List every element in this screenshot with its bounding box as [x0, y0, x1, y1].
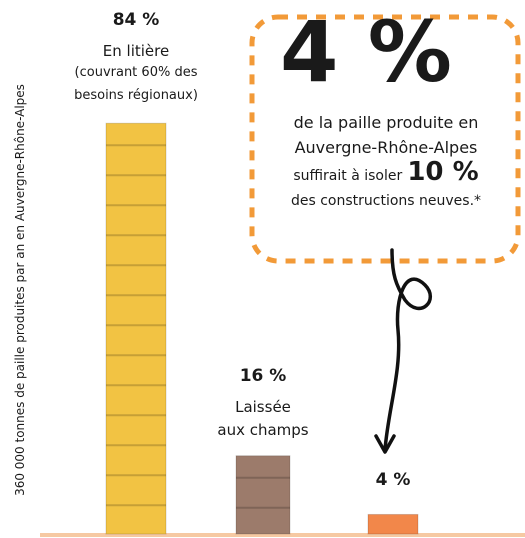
callout-highlight: 10 % [407, 157, 478, 187]
bar-description: besoins régionaux) [74, 88, 198, 103]
value-label: 4 % [376, 470, 411, 490]
bar-description: Laissée [235, 398, 291, 416]
infographic: 360 000 tonnes de paille produites par a… [0, 0, 525, 538]
bar [368, 514, 418, 534]
value-label: 16 % [240, 366, 287, 386]
callout-text: de la paille produite en Auvergne-Rhône-… [291, 110, 481, 214]
callout-line: de la paille produite en [291, 110, 481, 135]
callout-lead: suffirait à isoler [293, 168, 402, 184]
bar-description: En litière [103, 42, 169, 60]
callout-lead-row: suffirait à isoler 10 % [291, 160, 481, 189]
y-axis-label: 360 000 tonnes de paille produites par a… [13, 84, 27, 496]
callout-big: 4 % [280, 10, 452, 94]
callout-end: des constructions neuves.* [291, 189, 481, 214]
arrow [385, 250, 430, 450]
bar [106, 123, 166, 534]
bar [236, 456, 290, 534]
value-label: 84 % [113, 10, 160, 30]
bar-description: aux champs [217, 421, 308, 439]
bar-description: (couvrant 60% des [75, 65, 198, 80]
